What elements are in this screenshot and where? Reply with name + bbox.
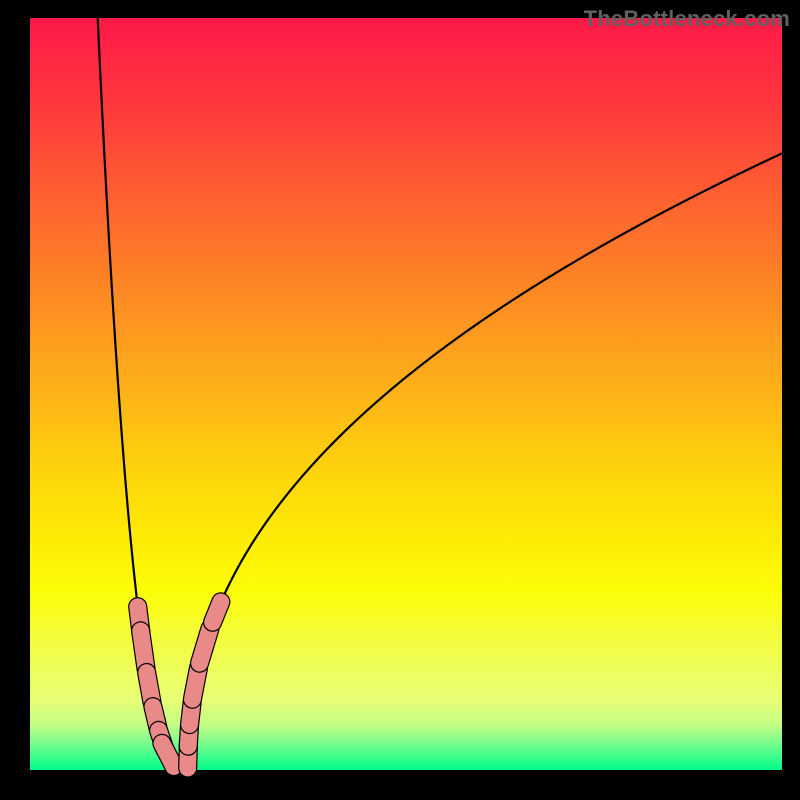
chart-root: TheBottleneck.com bbox=[0, 0, 800, 800]
watermark-text: TheBottleneck.com bbox=[584, 6, 790, 32]
chart-svg bbox=[0, 0, 800, 800]
